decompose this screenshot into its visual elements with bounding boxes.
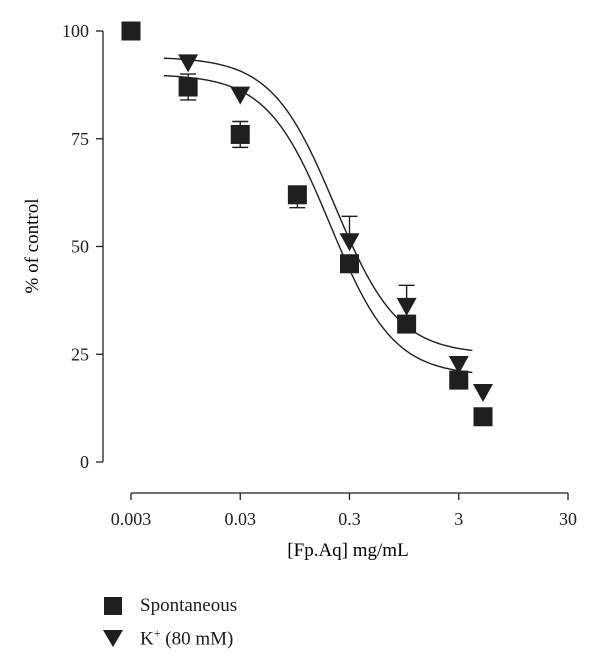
data-point-spontaneous bbox=[178, 77, 198, 97]
x-tick-label: 3 bbox=[454, 509, 463, 529]
data-point-spontaneous bbox=[230, 124, 250, 144]
y-tick-label: 100 bbox=[62, 21, 89, 41]
legend-item-spontaneous: Spontaneous bbox=[100, 590, 237, 622]
x-tick-label: 0.3 bbox=[338, 509, 361, 529]
legend-item-k: K+ (80 mM) bbox=[100, 622, 237, 654]
x-tick-label: 30 bbox=[559, 509, 577, 529]
y-tick-label: 50 bbox=[71, 237, 89, 257]
data-point-spontaneous bbox=[121, 21, 141, 41]
x-tick-label: 0.03 bbox=[225, 509, 257, 529]
data-point-spontaneous bbox=[340, 254, 359, 274]
data-point-k bbox=[230, 86, 251, 105]
data-point-k bbox=[472, 384, 493, 403]
data-point-k bbox=[178, 54, 199, 73]
x-axis-label: [Fp.Aq] mg/mL bbox=[287, 540, 408, 561]
data-point-k bbox=[339, 233, 360, 252]
square-marker-icon bbox=[104, 597, 122, 615]
data-point-spontaneous bbox=[449, 370, 469, 390]
data-point-k bbox=[396, 297, 417, 316]
y-tick-label: 0 bbox=[80, 452, 89, 472]
data-markers bbox=[121, 21, 493, 427]
legend-label-k: K+ (80 mM) bbox=[140, 625, 234, 650]
data-point-spontaneous bbox=[397, 314, 417, 334]
fit-curve-spontaneous bbox=[163, 74, 473, 374]
fit-curve-k bbox=[163, 57, 473, 352]
y-tick-label: 75 bbox=[71, 129, 89, 149]
y-tick-label: 25 bbox=[71, 344, 89, 364]
triangle-down-marker-icon bbox=[103, 630, 123, 647]
fit-curves bbox=[163, 57, 473, 374]
x-tick-label: 0.003 bbox=[111, 509, 152, 529]
legend-label-spontaneous: Spontaneous bbox=[140, 595, 238, 616]
legend: Spontaneous K+ (80 mM) bbox=[100, 590, 237, 654]
y-axis-label: % of control bbox=[22, 199, 43, 294]
data-point-spontaneous bbox=[287, 185, 307, 205]
data-point-spontaneous bbox=[473, 407, 493, 427]
data-point-k bbox=[448, 356, 469, 375]
chart-axes: 0 25 50 75 100 0.003 0.03 0.3 3 30 bbox=[62, 21, 577, 529]
